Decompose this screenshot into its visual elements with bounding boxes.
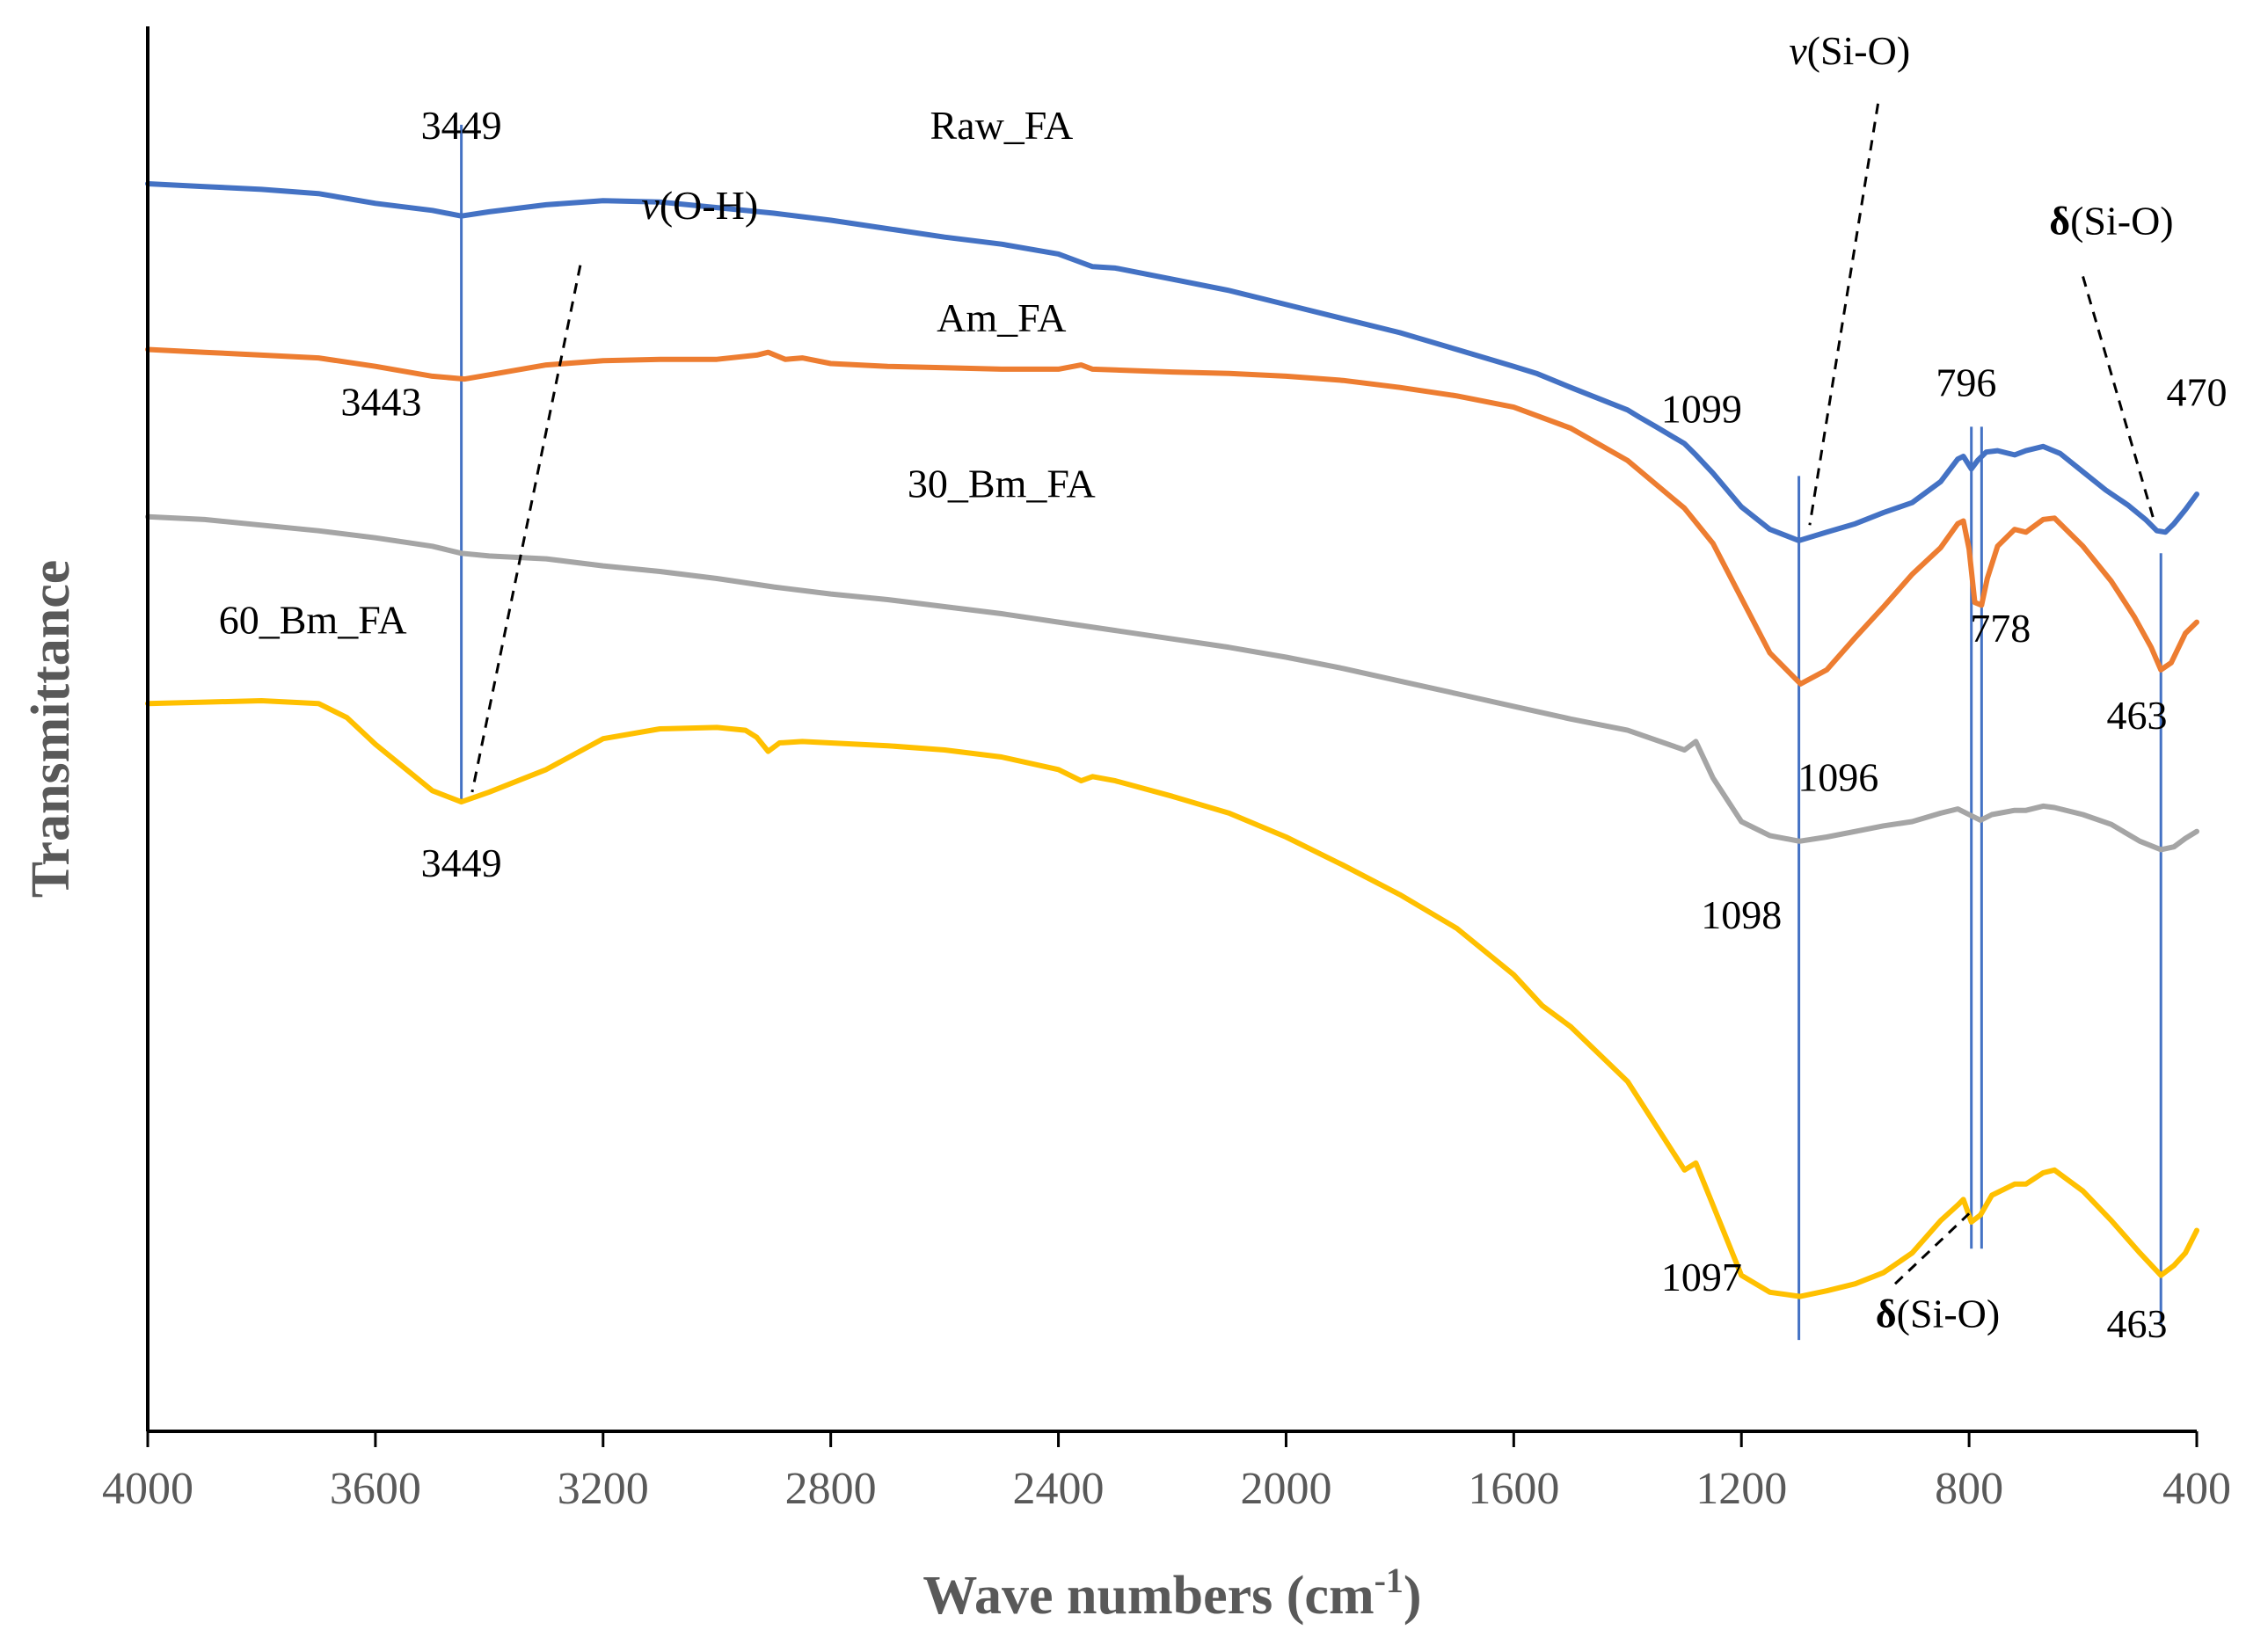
band-text: (Si-O) <box>2070 199 2174 244</box>
x-tick-label: 1200 <box>1695 1464 1787 1514</box>
x-tick-label: 1600 <box>1468 1464 1559 1514</box>
peak-label: 1097 <box>1661 1255 1742 1299</box>
peak-label: 470 <box>2167 369 2228 414</box>
band-text: (Si-O) <box>1807 28 1911 73</box>
peak-label: 1099 <box>1661 387 1742 432</box>
x-axis-ticks: 4000 3600 3200 2800 2400 2000 1600 1200 800 400 <box>102 1431 2231 1514</box>
peak-label: 1096 <box>1798 754 1878 799</box>
series-line-30-bm-fa <box>145 513 2199 853</box>
series-line-raw-fa <box>145 181 2199 543</box>
series-label: 30_Bm_FA <box>908 461 1096 506</box>
peak-label: 796 <box>1936 360 1996 404</box>
band-symbol: δ <box>1876 1292 1897 1336</box>
peak-label: 3443 <box>340 380 421 425</box>
x-tick-label: 2800 <box>785 1464 877 1514</box>
peak-label: 778 <box>1970 606 2031 651</box>
series-label: Am_FA <box>937 295 1066 340</box>
band-symbol: ν <box>641 183 660 228</box>
x-tick-label: 400 <box>2162 1464 2231 1514</box>
series-line-60-bm-fa <box>145 698 2199 1299</box>
band-symbol: ν <box>1789 28 1807 73</box>
band-symbol: δ <box>2049 199 2070 244</box>
series-line-am-fa <box>145 346 2199 687</box>
series-label: 60_Bm_FA <box>219 597 407 642</box>
x-tick-label: 2400 <box>1013 1464 1105 1514</box>
band-annotations: ν(O-H)ν(Si-O)δ(Si-O)δ(Si-O) <box>470 28 2174 1336</box>
band-text: (O-H) <box>660 183 758 228</box>
band-label: δ(Si-O) <box>1876 1292 2000 1336</box>
peak-label: 463 <box>2107 693 2168 738</box>
series-layer <box>145 181 2199 1299</box>
y-axis-title: Transmittance <box>21 560 81 899</box>
peak-label: 3449 <box>421 103 502 148</box>
band-label: δ(Si-O) <box>2049 199 2173 244</box>
band-leader-line <box>470 265 582 793</box>
series-label: Raw_FA <box>930 103 1073 148</box>
band-leader-line <box>2082 276 2155 521</box>
band-label: ν(Si-O) <box>1789 28 1910 73</box>
band-leader-line <box>1808 103 1880 526</box>
x-tick-label: 4000 <box>102 1464 193 1514</box>
peak-label: 463 <box>2107 1301 2168 1346</box>
band-text: (Si-O) <box>1897 1292 2001 1336</box>
axes <box>146 26 2197 1433</box>
x-tick-label: 3600 <box>330 1464 421 1514</box>
x-tick-label: 800 <box>1935 1464 2003 1514</box>
peak-label: 3449 <box>421 841 502 885</box>
x-tick-label: 3200 <box>558 1464 649 1514</box>
x-axis-title: Wave numbers (cm-1) <box>922 1561 1421 1626</box>
text-labels: Raw_FA Am_FA 30_Bm_FA 60_Bm_FA 3449 3443 3449 1… <box>219 103 2228 1346</box>
peak-label: 1098 <box>1701 892 1782 937</box>
band-label: ν(O-H) <box>641 183 758 228</box>
x-tick-label: 2000 <box>1240 1464 1331 1514</box>
